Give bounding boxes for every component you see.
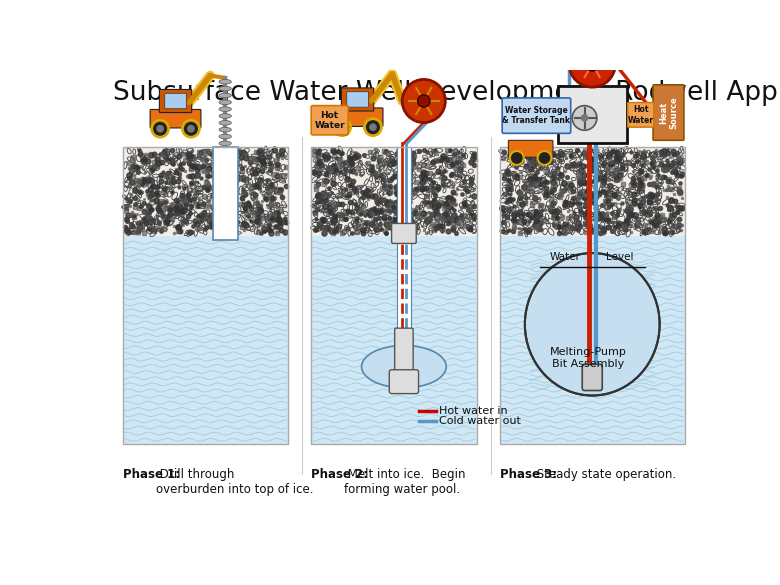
- FancyBboxPatch shape: [159, 90, 192, 112]
- Text: Hot
Water: Hot Water: [314, 111, 345, 130]
- Circle shape: [573, 106, 597, 130]
- Bar: [582, 267, 602, 363]
- Text: Water Storage
& Transfer Tank: Water Storage & Transfer Tank: [502, 106, 570, 125]
- Bar: [311, 236, 477, 443]
- Bar: [500, 147, 685, 443]
- Circle shape: [580, 114, 588, 122]
- Bar: [500, 147, 685, 236]
- Circle shape: [569, 41, 615, 87]
- Text: Level: Level: [606, 252, 633, 262]
- Circle shape: [402, 80, 445, 123]
- Bar: [122, 147, 288, 443]
- Bar: [397, 147, 411, 343]
- Ellipse shape: [525, 253, 660, 395]
- FancyBboxPatch shape: [392, 223, 417, 243]
- FancyBboxPatch shape: [653, 85, 684, 140]
- FancyBboxPatch shape: [389, 370, 419, 394]
- Ellipse shape: [219, 113, 232, 118]
- Text: Drill through
overburden into top of ice.: Drill through overburden into top of ice…: [156, 468, 313, 496]
- Ellipse shape: [362, 346, 446, 388]
- Text: Phase 2:: Phase 2:: [311, 468, 368, 481]
- Circle shape: [537, 151, 551, 165]
- Circle shape: [339, 123, 346, 131]
- Ellipse shape: [219, 86, 232, 91]
- Bar: [311, 147, 477, 236]
- Ellipse shape: [219, 134, 232, 139]
- Bar: [122, 147, 288, 236]
- Ellipse shape: [219, 121, 232, 125]
- FancyBboxPatch shape: [332, 108, 383, 126]
- FancyBboxPatch shape: [150, 109, 201, 128]
- Circle shape: [156, 125, 164, 133]
- Text: Cold water out: Cold water out: [439, 415, 521, 425]
- Ellipse shape: [219, 107, 232, 111]
- Ellipse shape: [219, 80, 232, 84]
- FancyBboxPatch shape: [165, 93, 186, 109]
- Text: Subsurface Water Well Development: Rodwell Approach: Subsurface Water Well Development: Rodwe…: [113, 80, 780, 106]
- Ellipse shape: [219, 93, 232, 98]
- Circle shape: [369, 123, 377, 131]
- Bar: [500, 236, 685, 443]
- FancyBboxPatch shape: [502, 98, 571, 133]
- Circle shape: [364, 119, 381, 136]
- Text: Melting-Pump
Bit Assembly: Melting-Pump Bit Assembly: [550, 347, 627, 369]
- Text: Hot
Water: Hot Water: [628, 105, 654, 125]
- Text: Steady state operation.: Steady state operation.: [533, 468, 676, 481]
- Ellipse shape: [219, 128, 232, 132]
- Text: Water: Water: [550, 252, 580, 262]
- Circle shape: [585, 57, 599, 71]
- Text: Phase 1:: Phase 1:: [122, 468, 179, 481]
- Bar: [311, 147, 477, 443]
- FancyBboxPatch shape: [311, 106, 348, 135]
- Bar: [213, 147, 238, 240]
- Circle shape: [151, 121, 168, 137]
- FancyBboxPatch shape: [509, 140, 553, 157]
- Circle shape: [183, 121, 200, 137]
- Circle shape: [417, 95, 430, 107]
- Circle shape: [334, 119, 351, 136]
- FancyBboxPatch shape: [342, 88, 374, 111]
- Circle shape: [187, 125, 195, 133]
- Circle shape: [510, 151, 523, 165]
- Ellipse shape: [219, 141, 232, 146]
- Bar: [529, 257, 656, 391]
- Text: Heat
Source: Heat Source: [659, 96, 678, 129]
- FancyBboxPatch shape: [582, 364, 602, 391]
- FancyBboxPatch shape: [347, 92, 368, 107]
- FancyBboxPatch shape: [628, 102, 654, 127]
- Bar: [122, 236, 288, 443]
- Ellipse shape: [219, 100, 232, 105]
- Text: Hot water in: Hot water in: [439, 407, 508, 417]
- Text: Melt into ice.  Begin
forming water pool.: Melt into ice. Begin forming water pool.: [344, 468, 466, 496]
- Bar: [558, 85, 627, 143]
- FancyBboxPatch shape: [395, 328, 413, 377]
- Text: Phase 3:: Phase 3:: [500, 468, 557, 481]
